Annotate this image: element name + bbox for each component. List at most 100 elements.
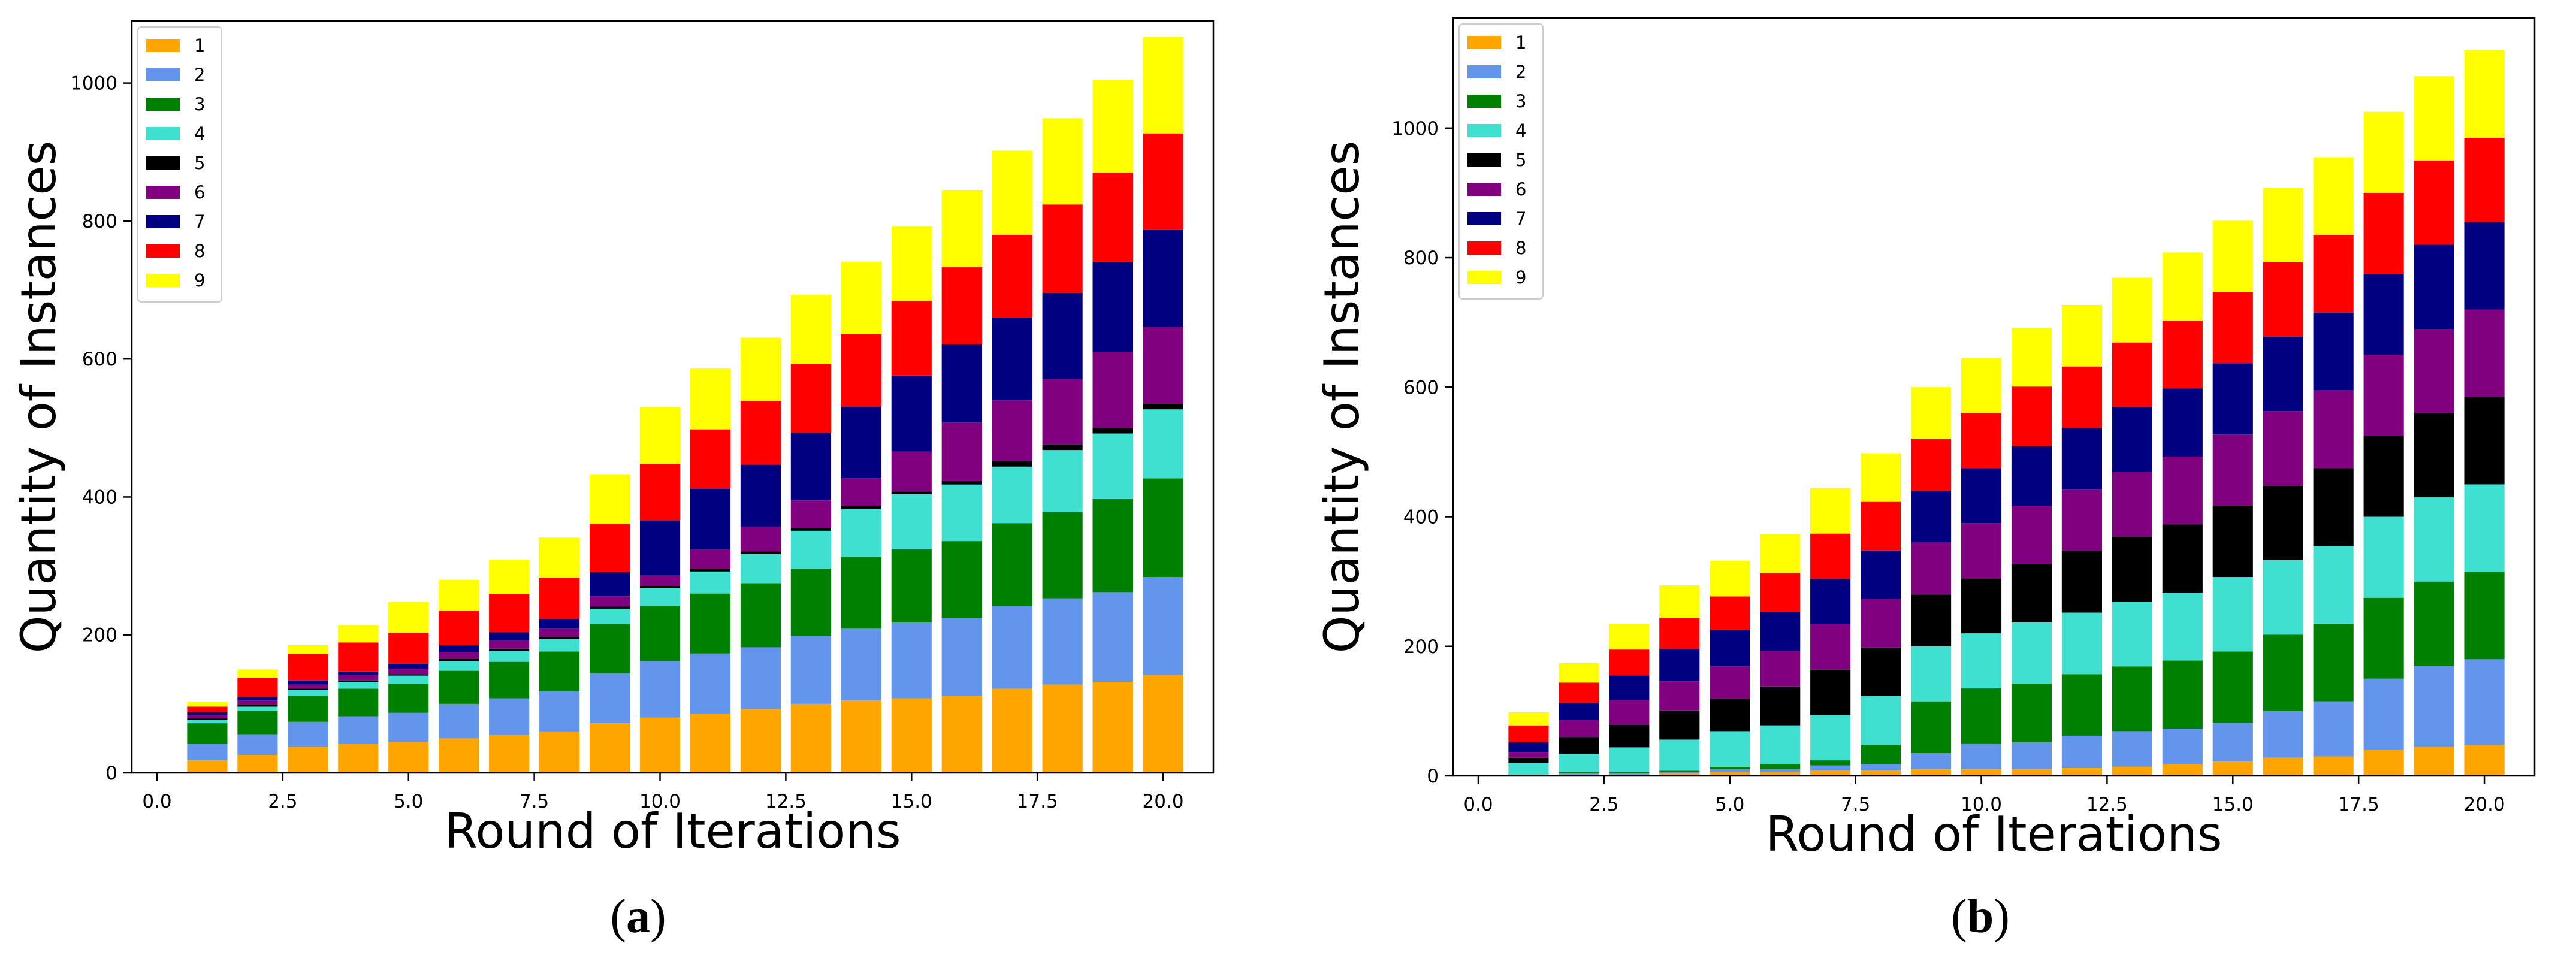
bar-round-7-class-1	[489, 735, 530, 773]
bar-round-11-class-1	[690, 713, 731, 773]
bar-round-17-class-6	[992, 400, 1032, 461]
bar-round-14-class-2	[2162, 729, 2203, 764]
legend-label-9: 9	[1515, 267, 1526, 288]
bar-round-16-class-2	[941, 618, 982, 696]
bar-round-11-class-4	[2011, 622, 2052, 684]
bar-round-15-class-1	[2212, 761, 2253, 776]
bar-round-5-class-1	[388, 742, 429, 773]
bar-round-19-class-2	[2414, 666, 2454, 747]
bar-round-11-class-6	[690, 549, 731, 569]
bar-round-3-class-7	[288, 680, 328, 685]
x-axis-label: Round of Iterations	[444, 803, 901, 859]
bar-round-1-class-1	[187, 760, 228, 773]
bar-round-10-class-6	[1961, 523, 2002, 579]
x-tick-label: 2.5	[1589, 794, 1618, 815]
legend-label-7: 7	[194, 211, 205, 232]
y-tick-label: 1000	[1391, 118, 1439, 140]
bar-round-9-class-4	[1910, 646, 1952, 702]
bar-round-5-class-8	[388, 633, 429, 664]
bar-round-6-class-7	[439, 645, 479, 652]
bar-round-3-class-5	[288, 688, 328, 690]
bar-round-3-class-7	[1609, 675, 1650, 700]
x-tick-label: 17.5	[1017, 791, 1058, 812]
bar-round-16-class-9	[2263, 188, 2303, 262]
bar-round-3-class-4	[288, 690, 328, 696]
bar-round-19-class-5	[1092, 428, 1133, 434]
bar-round-11-class-8	[2011, 386, 2052, 446]
bar-round-19-class-8	[1092, 173, 1133, 262]
bar-round-18-class-1	[1042, 684, 1083, 773]
bar-round-2-class-2	[237, 734, 278, 755]
bar-round-19-class-7	[2414, 244, 2454, 329]
bar-round-12-class-2	[2061, 735, 2102, 769]
x-tick-label: 10.0	[1961, 794, 2002, 815]
bar-round-7-class-8	[1810, 533, 1851, 579]
bar-round-7-class-5	[489, 648, 530, 651]
bar-round-10-class-9	[1961, 358, 2002, 413]
bar-round-13-class-5	[790, 528, 831, 531]
legend-swatch-9	[1467, 271, 1501, 284]
bar-round-4-class-9	[338, 625, 379, 643]
bar-round-20-class-7	[1143, 229, 1183, 327]
bar-round-1-class-8	[1508, 725, 1549, 742]
bar-round-8-class-1	[1861, 770, 1901, 776]
y-tick-label: 800	[1403, 247, 1439, 269]
bar-round-8-class-4	[1861, 696, 1901, 745]
bar-round-11-class-3	[690, 593, 731, 654]
bar-round-9-class-2	[589, 673, 630, 724]
bar-round-2-class-4	[237, 706, 278, 711]
bar-round-17-class-7	[992, 318, 1032, 401]
bar-round-1-class-5	[1508, 757, 1549, 763]
bar-round-13-class-6	[790, 500, 831, 528]
bar-round-5-class-9	[1710, 561, 1750, 597]
x-tick-label: 20.0	[2464, 794, 2505, 815]
bar-round-2-class-2	[1559, 773, 1599, 775]
legend-label-8: 8	[194, 241, 205, 261]
bar-round-4-class-4	[338, 682, 379, 689]
bar-round-18-class-9	[2363, 111, 2404, 193]
bar-round-17-class-9	[992, 150, 1032, 235]
bar-round-19-class-8	[2414, 160, 2454, 245]
legend-label-5: 5	[194, 153, 205, 173]
bar-round-1-class-9	[1508, 712, 1549, 726]
bar-round-1-class-3	[187, 723, 228, 744]
bar-round-17-class-3	[992, 523, 1032, 606]
bar-round-4-class-8	[338, 642, 379, 672]
bar-round-11-class-5	[2011, 564, 2052, 622]
bar-round-14-class-6	[2162, 456, 2203, 525]
bar-round-5-class-2	[1710, 769, 1750, 772]
legend-swatch-1	[1467, 36, 1501, 49]
legend-label-6: 6	[1515, 179, 1526, 200]
x-tick-label: 15.0	[2212, 794, 2254, 815]
bar-round-10-class-2	[1961, 743, 2002, 770]
bar-round-5-class-8	[1710, 596, 1750, 630]
bar-round-20-class-6	[2464, 309, 2505, 397]
bar-round-15-class-1	[891, 698, 932, 773]
legend-label-9: 9	[194, 270, 205, 291]
bar-round-14-class-8	[2162, 320, 2203, 389]
bar-round-7-class-5	[1810, 669, 1851, 715]
bar-round-3-class-1	[288, 747, 328, 773]
bar-round-18-class-4	[1042, 450, 1083, 512]
bar-round-4-class-7	[1659, 649, 1700, 682]
bar-round-16-class-6	[2263, 411, 2303, 486]
bar-round-1-class-7	[187, 712, 228, 715]
bar-round-5-class-5	[388, 674, 429, 676]
y-tick-label: 600	[82, 349, 117, 370]
bar-round-2-class-5	[1559, 737, 1599, 754]
bar-round-1-class-5	[187, 718, 228, 720]
bar-round-20-class-1	[2464, 745, 2505, 776]
bar-round-1-class-8	[187, 706, 228, 712]
bar-round-15-class-5	[2212, 506, 2253, 578]
bar-round-19-class-7	[1092, 262, 1133, 352]
bar-round-2-class-6	[1559, 720, 1599, 738]
bar-round-8-class-8	[1861, 501, 1901, 551]
bars	[1508, 50, 2505, 776]
bar-round-17-class-7	[2313, 312, 2354, 391]
bar-round-16-class-4	[2263, 560, 2303, 635]
bar-round-9-class-1	[589, 723, 630, 773]
bar-round-4-class-6	[1659, 681, 1700, 711]
legend-label-1: 1	[1515, 32, 1526, 53]
bar-round-16-class-3	[941, 541, 982, 619]
bar-round-17-class-8	[2313, 235, 2354, 313]
